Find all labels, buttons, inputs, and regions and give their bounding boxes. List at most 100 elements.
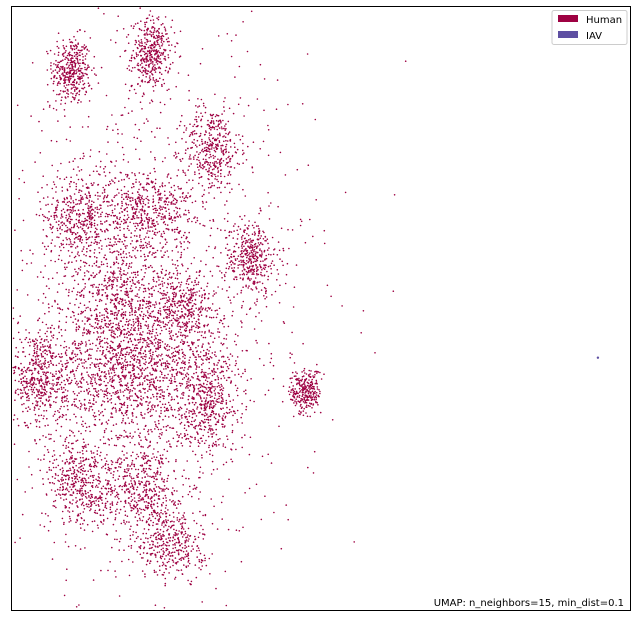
- point-human: [115, 409, 117, 411]
- point-human: [52, 70, 54, 72]
- point-human: [137, 317, 140, 320]
- point-human: [173, 228, 176, 231]
- point-human: [224, 164, 227, 166]
- point-human: [178, 281, 180, 284]
- point-human: [208, 125, 210, 127]
- point-human: [81, 342, 84, 345]
- point-human: [72, 287, 75, 290]
- point-human: [98, 342, 101, 344]
- point-human: [84, 351, 87, 353]
- point-human: [150, 34, 153, 36]
- point-human: [153, 31, 155, 33]
- point-human: [44, 352, 46, 355]
- point-human: [175, 293, 177, 296]
- point-human: [67, 58, 69, 60]
- point-human: [58, 61, 61, 64]
- point-human: [183, 353, 185, 356]
- point-human: [39, 208, 42, 210]
- point-human: [137, 339, 139, 341]
- point-human: [136, 223, 139, 225]
- point-human: [156, 35, 159, 38]
- point-human: [173, 210, 175, 212]
- point-human: [120, 331, 122, 334]
- point-human: [164, 69, 167, 72]
- point-human: [139, 50, 142, 52]
- point-human: [154, 231, 156, 234]
- point-human: [131, 419, 133, 421]
- point-human: [152, 219, 154, 222]
- point-human: [198, 144, 201, 146]
- point-human: [60, 386, 63, 389]
- point-human: [170, 216, 173, 218]
- point-human: [166, 241, 168, 244]
- point-human: [145, 400, 148, 403]
- point-human: [206, 124, 209, 126]
- point-human: [194, 171, 196, 173]
- point-human: [33, 386, 36, 389]
- point-human: [137, 35, 140, 37]
- point-human: [76, 46, 78, 48]
- point-human: [131, 206, 133, 209]
- point-human: [150, 58, 152, 61]
- point-human: [189, 134, 192, 136]
- point-human: [96, 292, 98, 294]
- point-human: [89, 406, 91, 408]
- point-human: [248, 257, 250, 260]
- point-human: [84, 72, 86, 75]
- point-human: [208, 178, 210, 181]
- point-human: [132, 324, 135, 327]
- point-human: [96, 206, 98, 209]
- point-human: [145, 197, 147, 200]
- point-human: [105, 258, 107, 261]
- point-human: [125, 431, 127, 433]
- point-human: [73, 55, 76, 57]
- point-human: [104, 215, 107, 218]
- point-human: [155, 301, 157, 303]
- point-human: [121, 298, 124, 300]
- point-human: [223, 110, 226, 112]
- point-human: [154, 80, 156, 82]
- point-human: [160, 265, 163, 267]
- point-human: [220, 229, 222, 231]
- point-human: [163, 82, 166, 85]
- point-human: [174, 296, 176, 298]
- point-human: [89, 212, 91, 215]
- point-human: [33, 345, 35, 348]
- point-human: [141, 81, 144, 83]
- point-human: [149, 305, 152, 308]
- point-human: [156, 43, 159, 45]
- point-human: [263, 268, 266, 271]
- point-human: [35, 342, 38, 345]
- point-human: [57, 258, 60, 261]
- point-human: [86, 333, 88, 335]
- point-human: [133, 235, 136, 237]
- point-human: [215, 138, 218, 141]
- point-human: [59, 383, 61, 386]
- point-human: [152, 278, 154, 281]
- point-human: [148, 220, 151, 222]
- point-human: [88, 192, 90, 195]
- point-human: [209, 151, 211, 153]
- point-human: [200, 307, 202, 309]
- point-human: [56, 381, 58, 384]
- point-human: [114, 208, 116, 210]
- point-human: [118, 362, 121, 364]
- point-human: [211, 141, 214, 144]
- point-human: [198, 366, 200, 368]
- point-human: [66, 231, 68, 233]
- point-human: [57, 54, 60, 56]
- point-human: [152, 63, 154, 65]
- point-human: [126, 388, 129, 391]
- point-human: [72, 210, 75, 212]
- point-human: [224, 204, 226, 206]
- point-human: [146, 195, 149, 198]
- point-human: [163, 297, 165, 300]
- point-human: [142, 304, 144, 306]
- point-human: [114, 304, 116, 307]
- point-human: [55, 109, 58, 111]
- point-human: [265, 305, 268, 308]
- point-human: [99, 336, 102, 338]
- point-human: [152, 61, 154, 63]
- point-human: [77, 75, 79, 78]
- point-human: [34, 356, 37, 358]
